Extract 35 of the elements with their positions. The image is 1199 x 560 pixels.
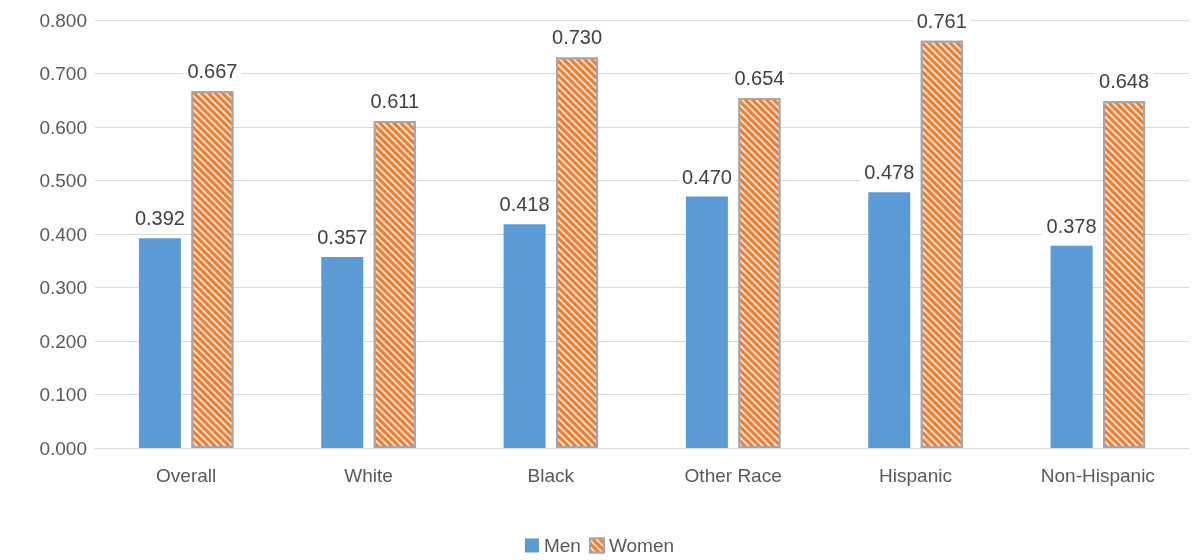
x-tick-label: Hispanic — [879, 465, 952, 486]
y-tick-label: 0.100 — [39, 384, 87, 405]
bar — [1050, 245, 1093, 448]
y-tick-label: 0.000 — [39, 437, 87, 459]
y-tick-label: 0.600 — [39, 116, 87, 138]
legend-label: Men — [543, 535, 581, 556]
y-tick-label: 0.300 — [39, 277, 87, 298]
x-tick-label: Other Race — [684, 465, 782, 486]
bar — [685, 196, 728, 448]
x-tick-label: Black — [527, 465, 575, 486]
data-label: 0.611 — [370, 90, 420, 113]
data-label: 0.418 — [499, 193, 550, 216]
bar — [321, 257, 364, 448]
y-tick-label: 0.200 — [39, 330, 87, 352]
bar — [868, 192, 911, 448]
data-label: 0.392 — [134, 207, 185, 230]
legend-label: Women — [608, 535, 675, 556]
x-tick-label: Overall — [156, 465, 217, 486]
x-tick-label: Non-Hispanic — [1040, 465, 1155, 486]
bar — [503, 224, 546, 448]
y-tick-label: 0.700 — [39, 63, 87, 84]
y-tick-label: 0.500 — [39, 170, 87, 191]
data-label: 0.654 — [734, 67, 785, 90]
data-label: 0.478 — [864, 161, 915, 184]
x-tick-label: White — [344, 465, 393, 486]
data-label: 0.761 — [916, 9, 967, 32]
data-label: 0.470 — [681, 165, 732, 188]
data-label: 0.648 — [1099, 70, 1150, 93]
data-label: 0.378 — [1046, 214, 1097, 237]
bar — [138, 238, 181, 448]
data-label: 0.730 — [552, 26, 603, 49]
data-label: 0.667 — [187, 60, 238, 83]
data-label: 0.357 — [317, 226, 368, 249]
y-tick-label: 0.800 — [39, 9, 87, 31]
y-tick-label: 0.400 — [39, 223, 87, 245]
